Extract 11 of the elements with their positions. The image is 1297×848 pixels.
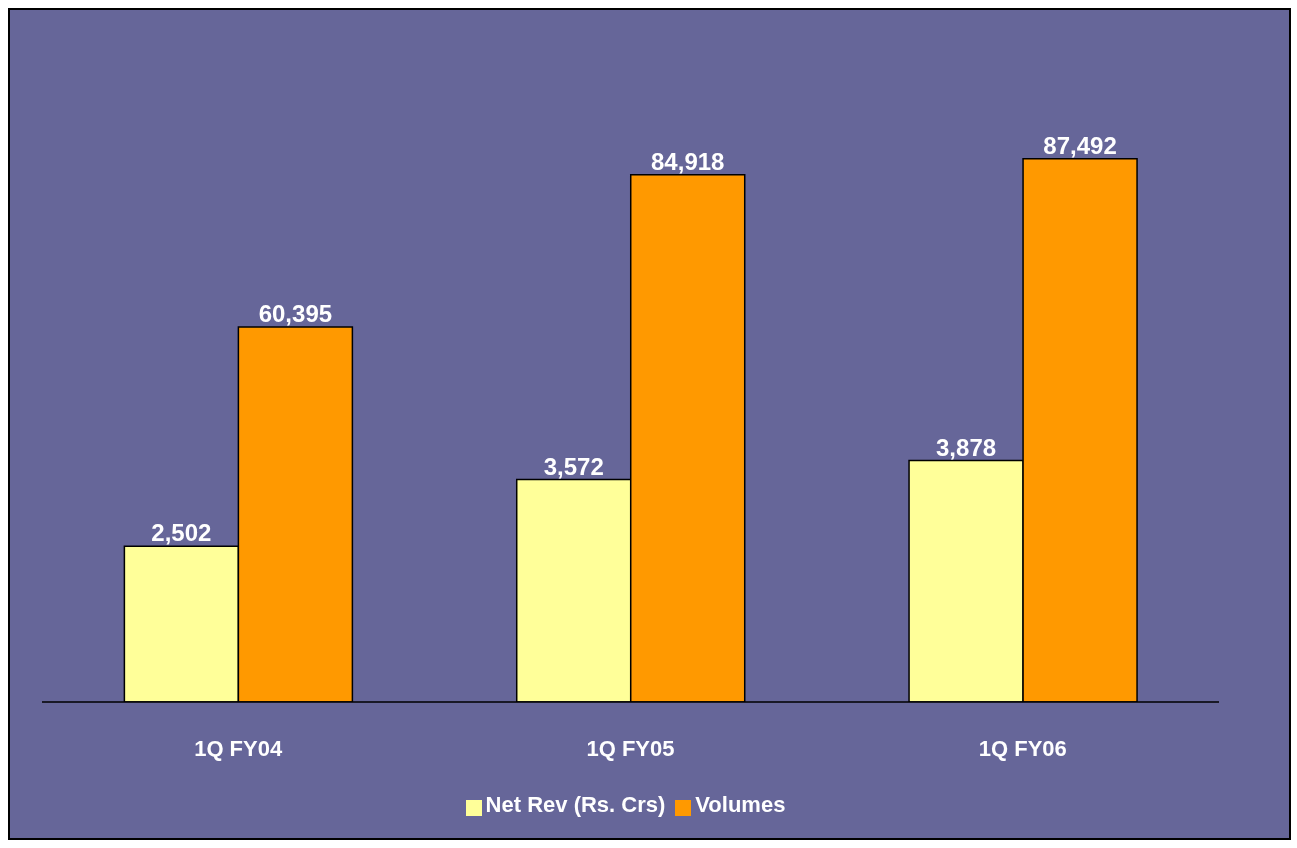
x-tick-label: 1Q FY05: [586, 735, 675, 761]
legend-label: Volumes: [695, 792, 786, 817]
data-label: 3,572: [543, 452, 604, 480]
data-label: 2,502: [151, 519, 212, 547]
data-label: 3,878: [936, 433, 997, 461]
x-tick-label: 1Q FY04: [194, 735, 283, 761]
legend-label: Net Rev (Rs. Crs): [485, 792, 666, 817]
data-label: 87,492: [1043, 131, 1117, 159]
data-label: 84,918: [651, 147, 725, 175]
data-label: 60,395: [258, 299, 333, 327]
x-tick-label: 1Q FY06: [978, 735, 1067, 761]
